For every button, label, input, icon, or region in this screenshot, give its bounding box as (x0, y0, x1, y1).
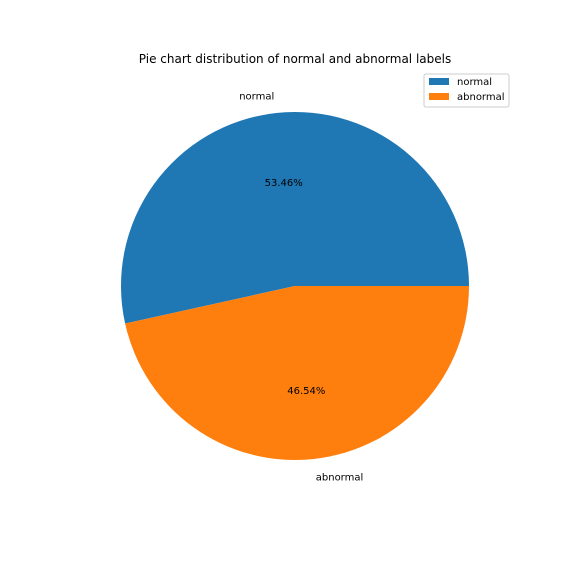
slice-label-normal: normal (239, 92, 274, 103)
pie-labels: normal 53.46% abnormal 46.54% (239, 92, 363, 484)
slice-label-abnormal: abnormal (316, 472, 364, 483)
legend: normal abnormal (423, 73, 510, 108)
pie-slice-abnormal (125, 286, 469, 461)
pct-label-abnormal: 46.54% (287, 386, 325, 397)
pct-label-normal: 53.46% (265, 178, 303, 189)
legend-label-normal: normal (457, 77, 492, 88)
chart-title: Pie chart distribution of normal and abn… (139, 52, 451, 66)
legend-swatch-normal (429, 78, 449, 85)
legend-label-abnormal: abnormal (457, 92, 505, 103)
legend-swatch-abnormal (429, 93, 449, 100)
pie-slices (121, 112, 469, 461)
pie-slice-normal (121, 112, 469, 324)
